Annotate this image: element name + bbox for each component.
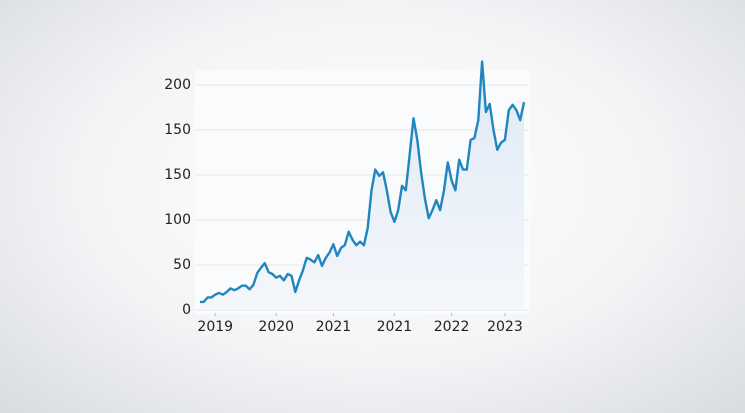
line xyxy=(200,60,526,304)
x-tick-label: 2019 xyxy=(197,319,233,335)
x-tick-label: 2020 xyxy=(258,319,294,335)
x-tick-label: 2022 xyxy=(434,319,470,335)
area xyxy=(200,61,524,310)
y-tick-label: 150 xyxy=(164,122,191,138)
y-tick-label: 100 xyxy=(164,212,191,228)
y-tick-label: 50 xyxy=(173,257,191,273)
y-tick-label: 0 xyxy=(182,302,191,318)
x-tick-label: 2023 xyxy=(487,319,523,335)
y-tick-label: 150 xyxy=(164,167,191,183)
x-tick-label: 2021 xyxy=(377,319,413,335)
x-tick-label: 2021 xyxy=(316,319,352,335)
y-tick-label: 200 xyxy=(164,77,191,93)
